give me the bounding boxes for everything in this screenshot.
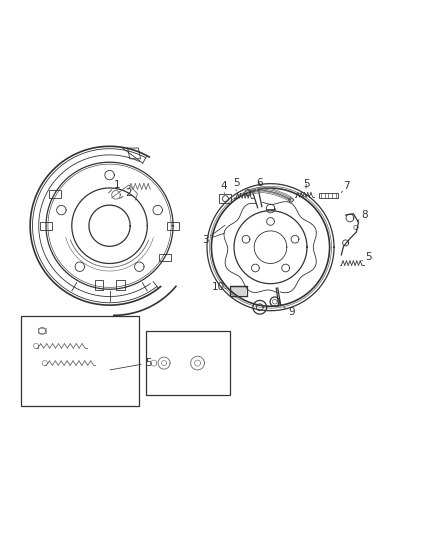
Text: 5: 5 [365,252,372,262]
Text: 4: 4 [220,181,226,191]
Text: 3: 3 [202,235,208,245]
Bar [219,194,231,204]
Text: 1: 1 [113,180,120,190]
Text: 5: 5 [145,358,152,368]
Text: 2: 2 [126,188,132,198]
Bar [38,328,46,334]
Bar [159,254,170,261]
Text: 5: 5 [303,179,310,189]
Bar [116,280,124,290]
Bar [230,286,247,296]
Bar [167,222,179,230]
Text: 10: 10 [212,281,225,292]
Bar [95,280,103,290]
Text: 8: 8 [361,210,367,220]
Bar [49,190,60,198]
Text: 9: 9 [289,306,295,317]
Bar [146,331,230,395]
Text: 7: 7 [343,181,350,191]
Bar [40,222,52,230]
Text: 6: 6 [256,178,263,188]
Bar [319,193,338,198]
Bar [21,316,139,406]
Text: 5: 5 [233,178,240,188]
